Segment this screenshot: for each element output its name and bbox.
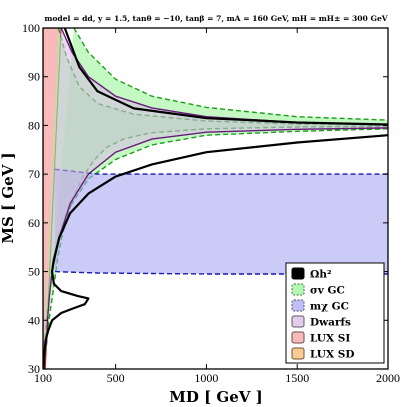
y-tick-label: 80: [28, 118, 40, 132]
legend-item-lux-si-label: LUX SI: [310, 333, 350, 345]
plot-frame: [42, 27, 389, 370]
series-dwarfs-5-lower-edge: [45, 127, 388, 345]
legend-item-lux-sd-label: LUX SD: [310, 349, 354, 361]
legend-item-v-gc: σv GC: [291, 283, 345, 297]
y-tick-label: 50: [28, 265, 40, 279]
x-axis: 100 500 1000 1500 2000: [34, 28, 400, 385]
y-axis-label: MS [ GeV ]: [0, 152, 17, 243]
legend-item-lux-sd-swatch: [291, 347, 305, 360]
series-h2-0: [63, 28, 388, 126]
x-tick-label: 500: [107, 371, 125, 385]
y-axis: 30 40 50 60 70 80 90 100: [22, 21, 388, 376]
x-tick-label: 1500: [285, 371, 309, 385]
y-tick-label: 90: [28, 70, 40, 84]
legend-item-m-gc: mχ GC: [291, 299, 349, 313]
legend-item-m-gc-label: mχ GC: [310, 301, 349, 313]
series-h2-1: [43, 134, 388, 369]
x-axis-label: MD [ GeV ]: [169, 388, 262, 406]
curve-layer: [43, 28, 388, 369]
legend-box: [285, 262, 385, 364]
x-tick-label: 100: [34, 371, 52, 385]
legend-item-h2-swatch: [291, 267, 305, 280]
legend-item-lux-si: LUX SI: [291, 331, 350, 345]
y-tick-label: 60: [28, 216, 40, 230]
legend-item-v-gc-label: σv GC: [310, 285, 345, 297]
chart-title: model = dd, y = 1.5, tanθ = −10, tanβ = …: [44, 14, 387, 23]
series-m-gc-4-fill: [54, 169, 388, 274]
legend-item-dwarfs: Dwarfs: [291, 315, 351, 329]
series-v-gc-2-upper-edge: [73, 28, 388, 121]
legend-item-h2-label: Ωh²: [310, 269, 332, 281]
y-tick-label: 70: [28, 167, 40, 181]
legend-item-v-gc-swatch: [291, 283, 305, 296]
legend: Ωh² σv GC mχ GC Dwarfs LUX SI LUX SD: [285, 262, 385, 364]
legend-item-h2: Ωh²: [291, 267, 332, 281]
legend-item-dwarfs-label: Dwarfs: [310, 317, 351, 329]
legend-item-lux-sd: LUX SD: [291, 347, 354, 361]
legend-item-m-gc-swatch: [291, 299, 305, 312]
x-tick-label: 1000: [194, 371, 218, 385]
y-tick-label: 100: [22, 21, 40, 35]
legend-item-dwarfs-swatch: [291, 315, 305, 328]
x-tick-label: 2000: [376, 371, 400, 385]
y-tick-label: 40: [28, 313, 40, 327]
legend-item-lux-si-swatch: [291, 331, 305, 344]
series-m-gc-4-upper-edge: [54, 168, 388, 175]
y-tick-label: 30: [28, 362, 40, 376]
